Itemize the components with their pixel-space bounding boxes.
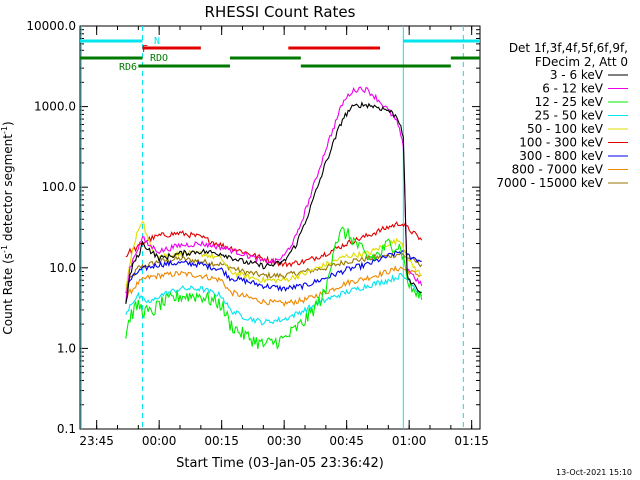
x-tick-label: 23:45 (79, 434, 114, 448)
y-tick-label: 10000.0 (26, 19, 76, 33)
y-tick-label: 100.0 (42, 180, 76, 194)
y-axis-label: Count Rate (s-1 detector segment-1) (0, 121, 15, 334)
x-tick-label: 01:15 (454, 434, 489, 448)
legend-entry-label: 12 - 25 keV (535, 95, 604, 109)
legend-entry-label: 25 - 50 keV (535, 109, 604, 123)
flag-bar-label: RDO (150, 53, 168, 64)
y-tick-label: 1000.0 (34, 100, 76, 114)
series-line (125, 226, 423, 350)
legend-entry-label: 300 - 800 keV (519, 149, 603, 163)
y-tick-label: 0.1 (57, 422, 76, 436)
series-line (125, 251, 423, 286)
legend-header-line-1: Det 1f,3f,4f,5f,6f,9f, (509, 41, 628, 55)
legend-entry-label: 6 - 12 keV (542, 82, 604, 96)
chart-title: RHESSI Count Rates (205, 3, 356, 21)
flag-bar-label: RD6 (119, 62, 137, 73)
y-axis: 10000.0 1000.0 100.0 10.0 1.0 0.1 (26, 19, 480, 436)
timestamp: 13-Oct-2021 15:10 (556, 468, 632, 477)
legend-entry-label: 3 - 6 keV (550, 68, 604, 82)
flag-bar-label: F (142, 44, 148, 55)
series-line (125, 86, 423, 303)
flag-bar-label: N (154, 36, 160, 47)
x-tick-label: 00:45 (329, 434, 364, 448)
x-axis-label: Start Time (03-Jan-05 23:36:42) (176, 456, 384, 471)
plot-frame (79, 25, 481, 430)
legend-entry-label: 800 - 7000 keV (512, 163, 604, 177)
x-tick-label: 00:15 (204, 434, 239, 448)
x-tick-label: 00:30 (267, 434, 302, 448)
series-line (125, 101, 422, 305)
series-line (125, 272, 423, 326)
legend: Det 1f,3f,4f,5f,6f,9f, FDecim 2, Att 0 3… (496, 41, 628, 190)
y-tick-label: 1.0 (57, 341, 76, 355)
legend-entry-label: 50 - 100 keV (527, 122, 604, 136)
series-line (125, 249, 422, 294)
y-tick-label: 10.0 (49, 261, 76, 275)
x-tick-label: 00:00 (142, 434, 177, 448)
x-tick-label: 01:00 (392, 434, 427, 448)
vertical-markers (80, 26, 464, 429)
series-line (125, 265, 422, 308)
legend-entry-label: 100 - 300 keV (519, 136, 603, 150)
legend-header-line-2: FDecim 2, Att 0 (535, 55, 628, 69)
series-lines (125, 86, 423, 350)
x-axis: 23:45 00:00 00:15 00:30 00:45 01:00 01:15 (79, 26, 489, 448)
legend-entry-label: 7000 - 15000 keV (496, 176, 603, 190)
